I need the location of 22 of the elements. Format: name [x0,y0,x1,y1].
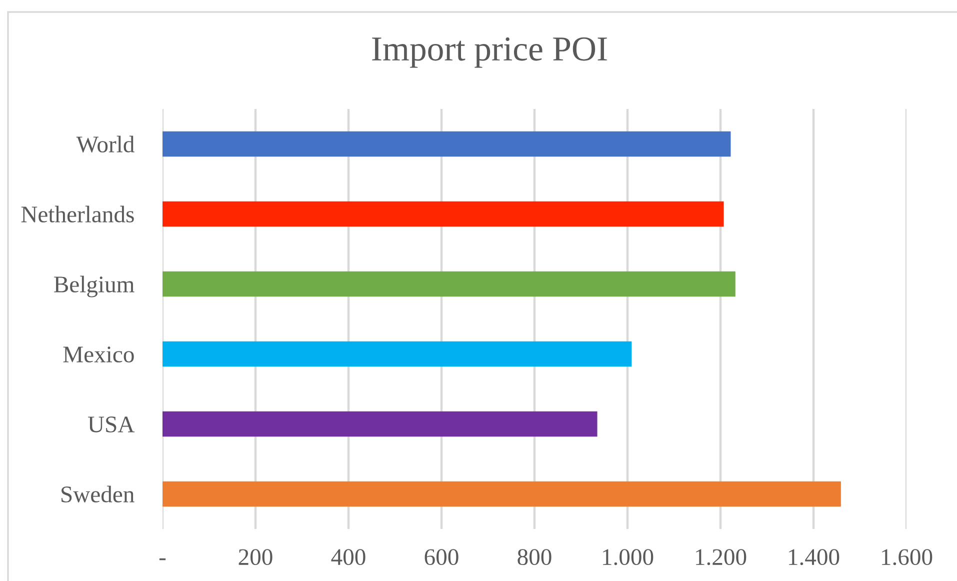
x-tick-label: 1.400 [789,549,840,566]
y-tick-label: USA [88,416,135,432]
bar [162,271,736,297]
chart-title: Import price POI [372,37,607,68]
bar [162,481,841,507]
bar [162,201,724,227]
bar [162,411,598,437]
x-tick-label: 1.200 [696,549,746,566]
y-tick-label: Netherlands [21,206,134,222]
x-tick-label: 600 [424,549,458,566]
x-tick-label: - [159,558,166,560]
x-tick-label: 800 [518,549,552,566]
x-tick-label: 1.600 [882,549,932,566]
x-tick-label: 1.000 [603,549,654,566]
x-tick-label: 400 [331,549,366,566]
y-tick-label: Belgium [54,276,134,298]
x-tick-label: 200 [238,549,272,566]
bar [162,131,731,157]
y-tick-label: Sweden [62,486,134,502]
bar [162,341,632,367]
y-tick-label: Mexico [63,346,134,362]
y-tick-label: World [76,136,134,153]
